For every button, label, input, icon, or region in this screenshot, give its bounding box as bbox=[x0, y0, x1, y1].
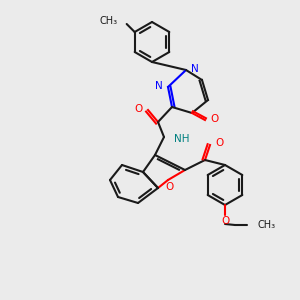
Text: O: O bbox=[215, 138, 223, 148]
Text: CH₃: CH₃ bbox=[257, 220, 275, 230]
Text: N: N bbox=[155, 81, 163, 91]
Text: O: O bbox=[221, 216, 229, 226]
Text: O: O bbox=[135, 104, 143, 114]
Text: O: O bbox=[165, 182, 173, 192]
Text: CH₃: CH₃ bbox=[100, 16, 118, 26]
Text: N: N bbox=[191, 64, 199, 74]
Text: NH: NH bbox=[174, 134, 190, 144]
Text: O: O bbox=[210, 114, 218, 124]
